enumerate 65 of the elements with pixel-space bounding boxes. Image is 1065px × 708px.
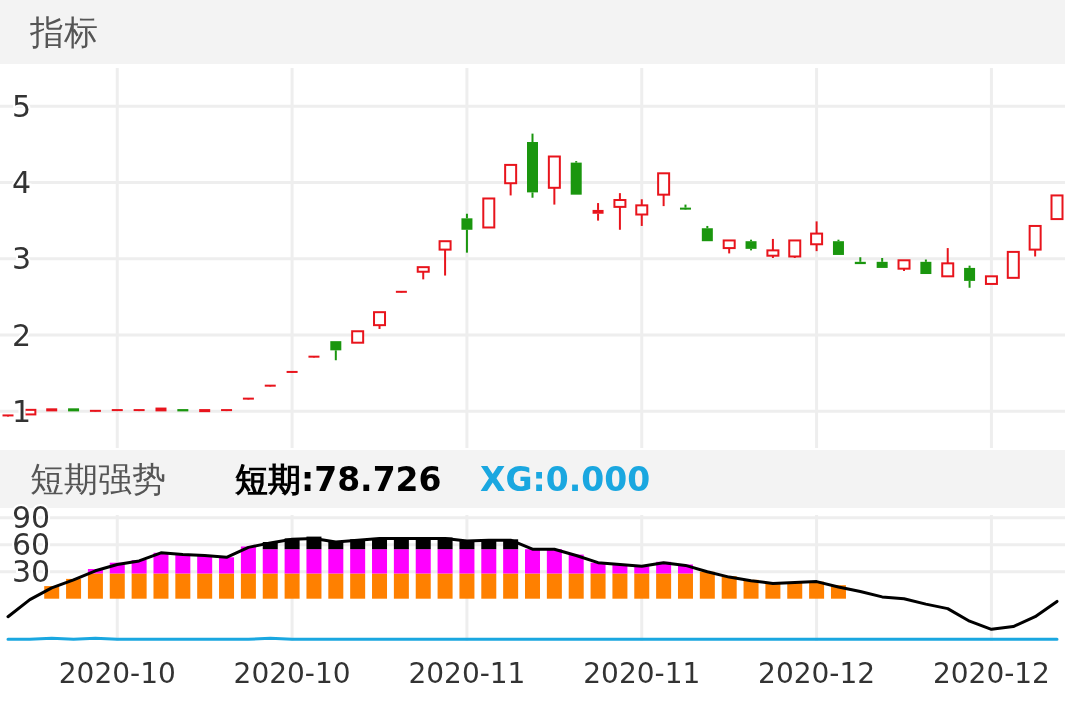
bar xyxy=(219,557,235,574)
bar xyxy=(175,554,191,574)
x-tick-label: 2020-12 xyxy=(758,656,876,690)
bar xyxy=(546,573,562,599)
candlestick xyxy=(592,202,604,222)
text: 短期:78.726 xyxy=(234,460,442,499)
bar xyxy=(656,573,672,599)
bar xyxy=(699,571,715,599)
candlestick xyxy=(527,132,538,199)
bar xyxy=(459,549,475,574)
y-tick-label: 5 xyxy=(12,88,32,124)
bar xyxy=(568,573,584,599)
x-tick-label: 2020-11 xyxy=(408,656,526,690)
bar xyxy=(481,573,497,599)
bar xyxy=(372,573,388,599)
chart-title: 短期强势 xyxy=(30,459,166,499)
bar xyxy=(240,546,256,574)
y-tick-label: 3 xyxy=(12,241,32,277)
bar xyxy=(219,573,235,599)
bar xyxy=(262,549,278,574)
bar xyxy=(677,573,693,599)
bar xyxy=(153,573,169,599)
bar xyxy=(306,573,322,599)
bar xyxy=(306,549,322,574)
text: XG:0.000 xyxy=(480,460,651,499)
bar xyxy=(459,573,475,599)
bar xyxy=(437,573,453,599)
bar xyxy=(328,573,344,599)
bar xyxy=(415,573,431,599)
bar xyxy=(262,573,278,599)
bar xyxy=(612,573,628,599)
bar xyxy=(590,573,606,599)
bar xyxy=(393,549,409,574)
bar xyxy=(350,573,366,599)
bar xyxy=(503,549,519,574)
y-tick-label: 2 xyxy=(12,317,32,353)
x-tick-label: 2020-12 xyxy=(932,656,1050,690)
bar xyxy=(131,573,147,599)
bar xyxy=(87,573,103,599)
bar xyxy=(415,549,431,574)
bar xyxy=(109,573,125,599)
bar xyxy=(590,562,606,574)
bar xyxy=(284,549,300,574)
bar xyxy=(634,573,650,599)
bar xyxy=(393,573,409,599)
bar xyxy=(328,549,344,574)
bar xyxy=(197,573,213,599)
bar xyxy=(197,555,213,574)
bar xyxy=(350,549,366,574)
chart-title: 指标 xyxy=(29,12,98,52)
bar xyxy=(240,573,256,599)
y-tick-label: 1 xyxy=(12,393,32,429)
bar xyxy=(372,549,388,574)
bar xyxy=(546,549,562,574)
bar xyxy=(525,549,540,574)
y-tick-label: 4 xyxy=(12,164,32,200)
bar xyxy=(503,573,519,599)
bar xyxy=(175,573,191,599)
bar xyxy=(284,573,300,599)
x-tick-label: 2020-11 xyxy=(583,656,701,690)
x-tick-label: 2020-10 xyxy=(233,656,351,690)
bar xyxy=(437,549,453,574)
x-tick-label: 2020-10 xyxy=(58,656,176,690)
bar xyxy=(481,549,497,574)
bar xyxy=(525,573,540,599)
